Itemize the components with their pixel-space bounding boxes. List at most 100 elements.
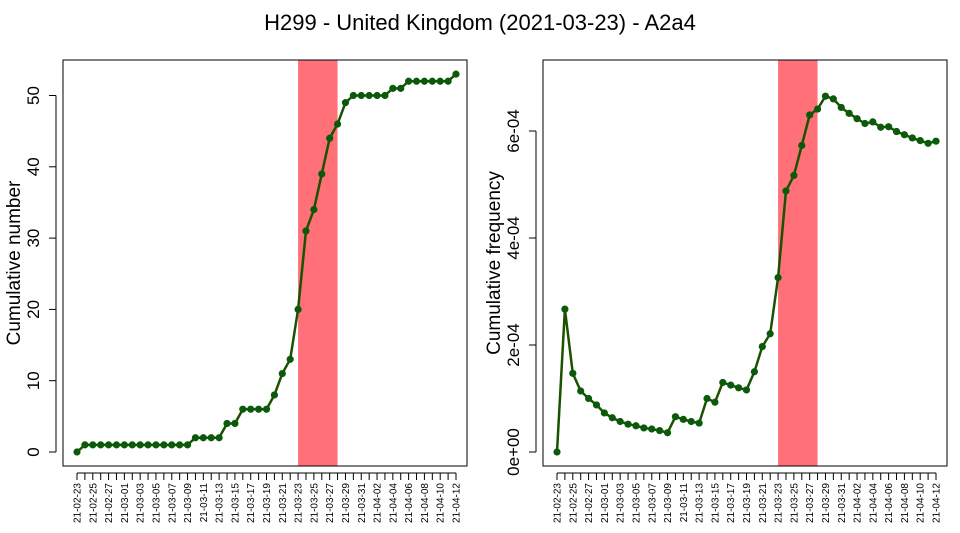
data-point [553, 448, 561, 456]
data-point [711, 398, 719, 406]
data-point [900, 131, 909, 139]
x-tick-label: 21-04-10 [436, 483, 447, 523]
data-point [152, 441, 160, 449]
data-point [231, 419, 239, 428]
data-point [302, 227, 310, 235]
data-point [703, 394, 711, 403]
data-point [452, 70, 460, 78]
data-point [270, 391, 278, 399]
data-point [104, 441, 113, 449]
y-tick-label: 6e-04 [504, 109, 523, 152]
x-tick-label: 21-03-13 [695, 483, 706, 523]
chart-title: H299 - United Kingdom (2021-03-23) - A2a… [264, 10, 696, 35]
x-tick-label: 21-03-23 [294, 483, 305, 523]
y-axis-label: Cumulative frequency [484, 171, 505, 355]
data-point [349, 91, 357, 100]
y-tick-label: 20 [24, 300, 43, 319]
data-point [444, 77, 452, 85]
x-tick-label: 21-03-07 [167, 483, 178, 523]
data-point [742, 386, 751, 394]
x-tick-label: 21-03-03 [616, 483, 627, 523]
data-point [600, 409, 608, 417]
data-point [782, 187, 790, 195]
data-point [389, 84, 397, 92]
data-point [766, 330, 774, 338]
data-point [318, 170, 326, 178]
data-point [750, 368, 758, 376]
x-tick-label: 21-03-29 [821, 483, 832, 523]
data-point [885, 123, 893, 131]
data-point [365, 91, 373, 100]
data-point [97, 441, 105, 449]
data-point [624, 420, 632, 428]
x-tick-label: 21-03-15 [230, 483, 241, 523]
y-tick-label: 2e-04 [504, 323, 523, 366]
highlight-band [778, 60, 818, 466]
data-point [333, 120, 342, 128]
data-point [687, 417, 695, 426]
y-tick-label: 4e-04 [504, 216, 523, 259]
data-point [671, 413, 680, 421]
data-point [128, 441, 136, 449]
highlight-band [298, 60, 338, 466]
data-point [798, 141, 806, 150]
x-tick-label: 21-03-05 [151, 483, 162, 523]
x-tick-label: 21-03-01 [120, 483, 131, 523]
x-tick-label: 21-03-17 [726, 483, 737, 523]
x-tick-label: 21-02-23 [553, 483, 564, 523]
series-line [76, 73, 457, 453]
data-point [735, 384, 743, 392]
x-tick-label: 21-03-13 [215, 483, 226, 523]
y-tick-label: 40 [24, 157, 43, 176]
data-point [592, 401, 601, 409]
x-tick-label: 21-04-04 [868, 483, 879, 523]
x-tick-label: 21-04-06 [404, 483, 415, 523]
data-point [663, 429, 672, 437]
x-tick-label: 21-03-05 [631, 483, 642, 523]
x-tick-label: 21-04-02 [853, 483, 864, 523]
x-tick-label: 21-03-11 [199, 483, 210, 523]
data-point [262, 405, 271, 413]
y-tick-label: 0 [24, 447, 43, 456]
data-point [278, 369, 286, 378]
x-tick-label: 21-03-15 [710, 483, 721, 523]
x-tick-label: 21-03-31 [837, 483, 848, 523]
x-tick-label: 21-04-08 [900, 483, 911, 523]
data-point [412, 77, 421, 85]
data-point [436, 77, 444, 85]
data-point [357, 91, 365, 100]
x-tick-label: 21-03-31 [357, 483, 368, 523]
data-point [861, 119, 869, 128]
data-point [120, 441, 128, 449]
data-point [727, 381, 735, 389]
data-point [397, 84, 405, 92]
data-point [774, 273, 782, 282]
data-point [640, 424, 648, 432]
data-point [719, 378, 727, 387]
data-point [112, 441, 121, 449]
x-tick-label: 21-03-07 [647, 483, 658, 523]
data-point [892, 127, 901, 136]
data-point [144, 441, 152, 449]
data-point [199, 434, 207, 442]
data-point [829, 95, 837, 103]
x-tick-label: 21-04-12 [452, 483, 463, 523]
x-tick-label: 21-03-19 [262, 483, 273, 523]
data-point [837, 103, 845, 112]
x-tick-label: 21-03-29 [341, 483, 352, 523]
data-point [207, 434, 215, 442]
data-point [695, 419, 703, 427]
data-point [632, 422, 640, 430]
data-point [341, 99, 350, 107]
data-point [916, 137, 924, 145]
x-tick-label: 21-03-27 [805, 483, 816, 523]
data-point [806, 111, 814, 119]
panel-1: 0 10 20 30 40 50 Cumulative number 21-02-23 21-0… [4, 59, 468, 523]
x-tick-label: 21-04-08 [420, 483, 431, 523]
series-line [555, 94, 937, 453]
data-point [869, 118, 877, 126]
y-tick-label: 10 [24, 371, 43, 390]
data-point [845, 109, 853, 117]
data-point [136, 441, 144, 449]
